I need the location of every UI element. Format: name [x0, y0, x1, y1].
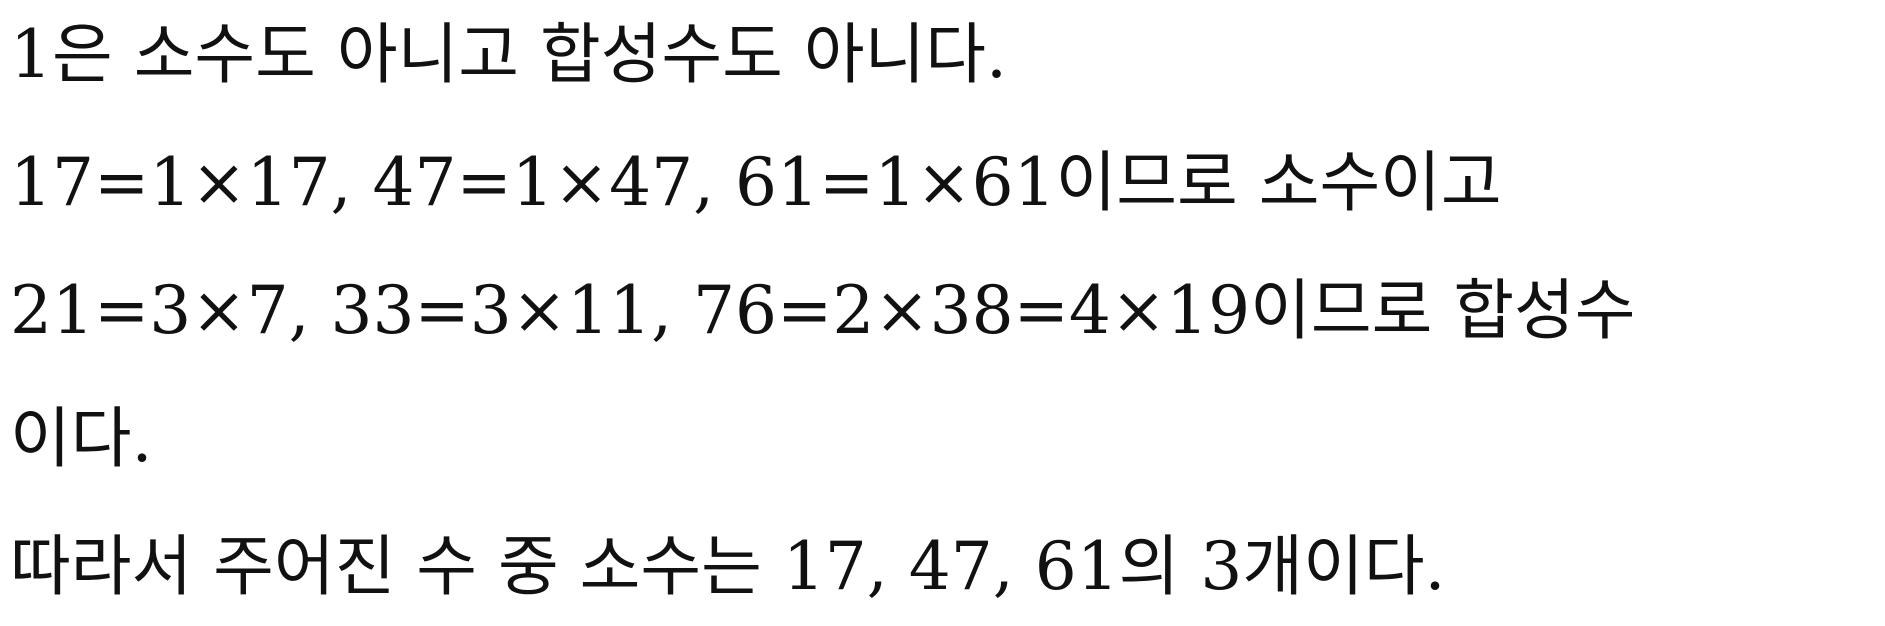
- text-line-1: 1은 소수도 아니고 합성수도 아니다.: [10, 16, 1007, 93]
- text-line-5: 따라서 주어진 수 중 소수는 17, 47, 61의 3개이다.: [10, 528, 1446, 605]
- solution-text: 1은 소수도 아니고 합성수도 아니다. 17=1×17, 47=1×47, 6…: [10, 0, 1880, 626]
- text-line-3: 21=3×7, 33=3×11, 76=2×38=4×19이므로 합성수: [10, 272, 1636, 349]
- text-line-2: 17=1×17, 47=1×47, 61=1×61이므로 소수이고: [10, 144, 1502, 221]
- text-line-4: 이다.: [10, 400, 153, 477]
